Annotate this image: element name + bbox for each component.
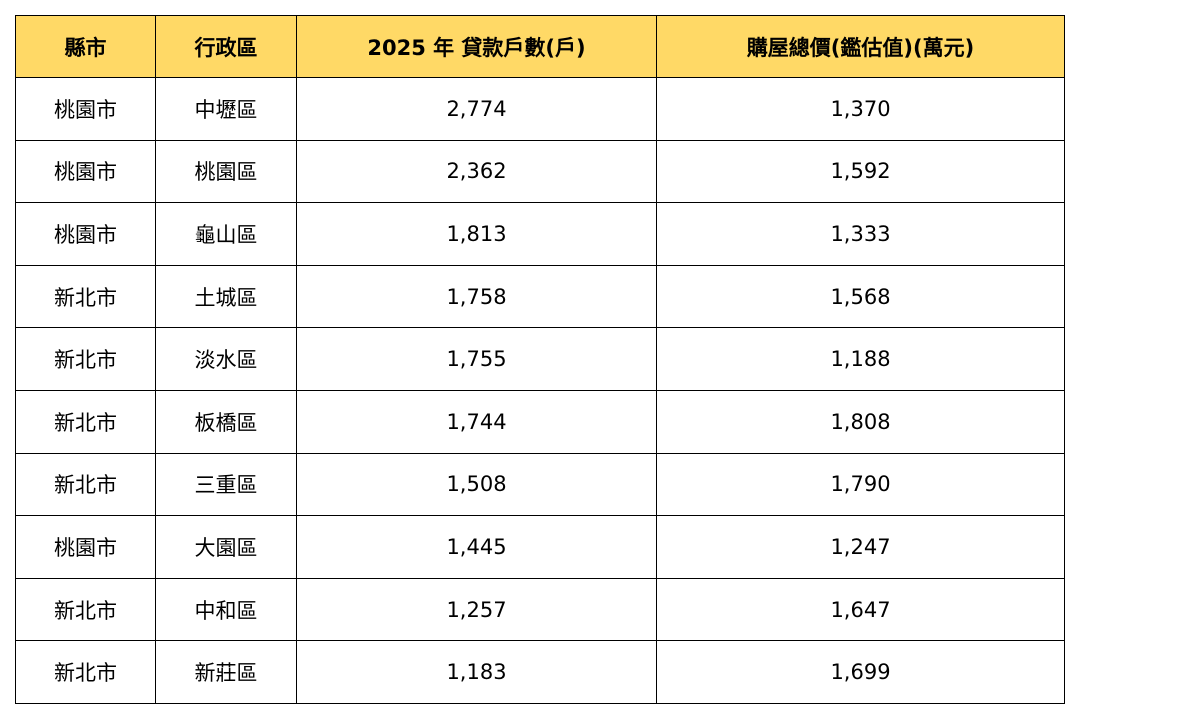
- cell-total-price: 1,647: [656, 577, 1065, 642]
- cell-loan-households: 1,257: [296, 577, 657, 642]
- table-body: 桃園市 中壢區 2,774 1,370 桃園市 桃園區 2,362 1,592 桃園市 龜山區 1,…: [15, 77, 1065, 704]
- cell-district: 板橋區: [155, 389, 297, 454]
- cell-loan-households: 2,774: [296, 77, 657, 141]
- cell-district: 桃園區: [155, 139, 297, 204]
- cell-district: 淡水區: [155, 327, 297, 391]
- cell-city: 新北市: [15, 264, 156, 329]
- cell-city: 桃園市: [15, 515, 156, 579]
- cell-city: 桃園市: [15, 139, 156, 204]
- table-row: 桃園市 桃園區 2,362 1,592: [15, 139, 1065, 204]
- cell-loan-households: 1,758: [296, 264, 657, 329]
- cell-total-price: 1,188: [656, 327, 1065, 391]
- loan-data-table: 縣市 行政區 2025 年 貸款戶數(戶) 購屋總價(鑑估值)(萬元) 桃園市中…: [15, 15, 1065, 704]
- header-total-price: 購屋總價(鑑估值)(萬元): [656, 15, 1065, 78]
- table-row: 新北市 板橋區 1,744 1,808: [15, 389, 1065, 454]
- table-row: 新北市 中和區 1,257 1,647: [15, 577, 1065, 642]
- header-district: 行政區: [155, 15, 297, 78]
- cell-city: 桃園市: [15, 77, 156, 141]
- cell-district: 中和區: [155, 577, 297, 642]
- cell-city: 新北市: [15, 577, 156, 642]
- cell-loan-households: 1,755: [296, 327, 657, 391]
- table-row: 新北市 三重區 1,508 1,790: [15, 452, 1065, 517]
- cell-total-price: 1,568: [656, 264, 1065, 329]
- cell-district: 龜山區: [155, 202, 297, 266]
- cell-total-price: 1,592: [656, 139, 1065, 204]
- cell-total-price: 1,333: [656, 202, 1065, 266]
- cell-district: 土城區: [155, 264, 297, 329]
- header-city: 縣市: [15, 15, 156, 78]
- cell-total-price: 1,808: [656, 389, 1065, 454]
- cell-district: 中壢區: [155, 77, 297, 141]
- cell-total-price: 1,370: [656, 77, 1065, 141]
- cell-city: 桃園市: [15, 202, 156, 266]
- cell-district: 三重區: [155, 452, 297, 517]
- cell-city: 新北市: [15, 389, 156, 454]
- cell-total-price: 1,790: [656, 452, 1065, 517]
- table-header-row: 縣市 行政區 2025 年 貸款戶數(戶) 購屋總價(鑑估值)(萬元): [15, 15, 1065, 78]
- cell-district: 新莊區: [155, 640, 297, 704]
- cell-loan-households: 1,183: [296, 640, 657, 704]
- cell-city: 新北市: [15, 327, 156, 391]
- cell-total-price: 1,247: [656, 515, 1065, 579]
- cell-loan-households: 1,445: [296, 515, 657, 579]
- table-row: 桃園市 大園區 1,445 1,247: [15, 515, 1065, 579]
- table-row: 新北市 新莊區 1,183 1,699: [15, 640, 1065, 704]
- cell-loan-households: 1,813: [296, 202, 657, 266]
- header-loan-households: 2025 年 貸款戶數(戶): [296, 15, 657, 78]
- table-row: 新北市 淡水區 1,755 1,188: [15, 327, 1065, 391]
- table-row: 桃園市 中壢區 2,774 1,370: [15, 77, 1065, 141]
- cell-city: 新北市: [15, 640, 156, 704]
- table-row: 桃園市 龜山區 1,813 1,333: [15, 202, 1065, 266]
- cell-loan-households: 1,508: [296, 452, 657, 517]
- cell-city: 新北市: [15, 452, 156, 517]
- cell-loan-households: 1,744: [296, 389, 657, 454]
- table-row: 新北市 土城區 1,758 1,568: [15, 264, 1065, 329]
- cell-loan-households: 2,362: [296, 139, 657, 204]
- cell-district: 大園區: [155, 515, 297, 579]
- cell-total-price: 1,699: [656, 640, 1065, 704]
